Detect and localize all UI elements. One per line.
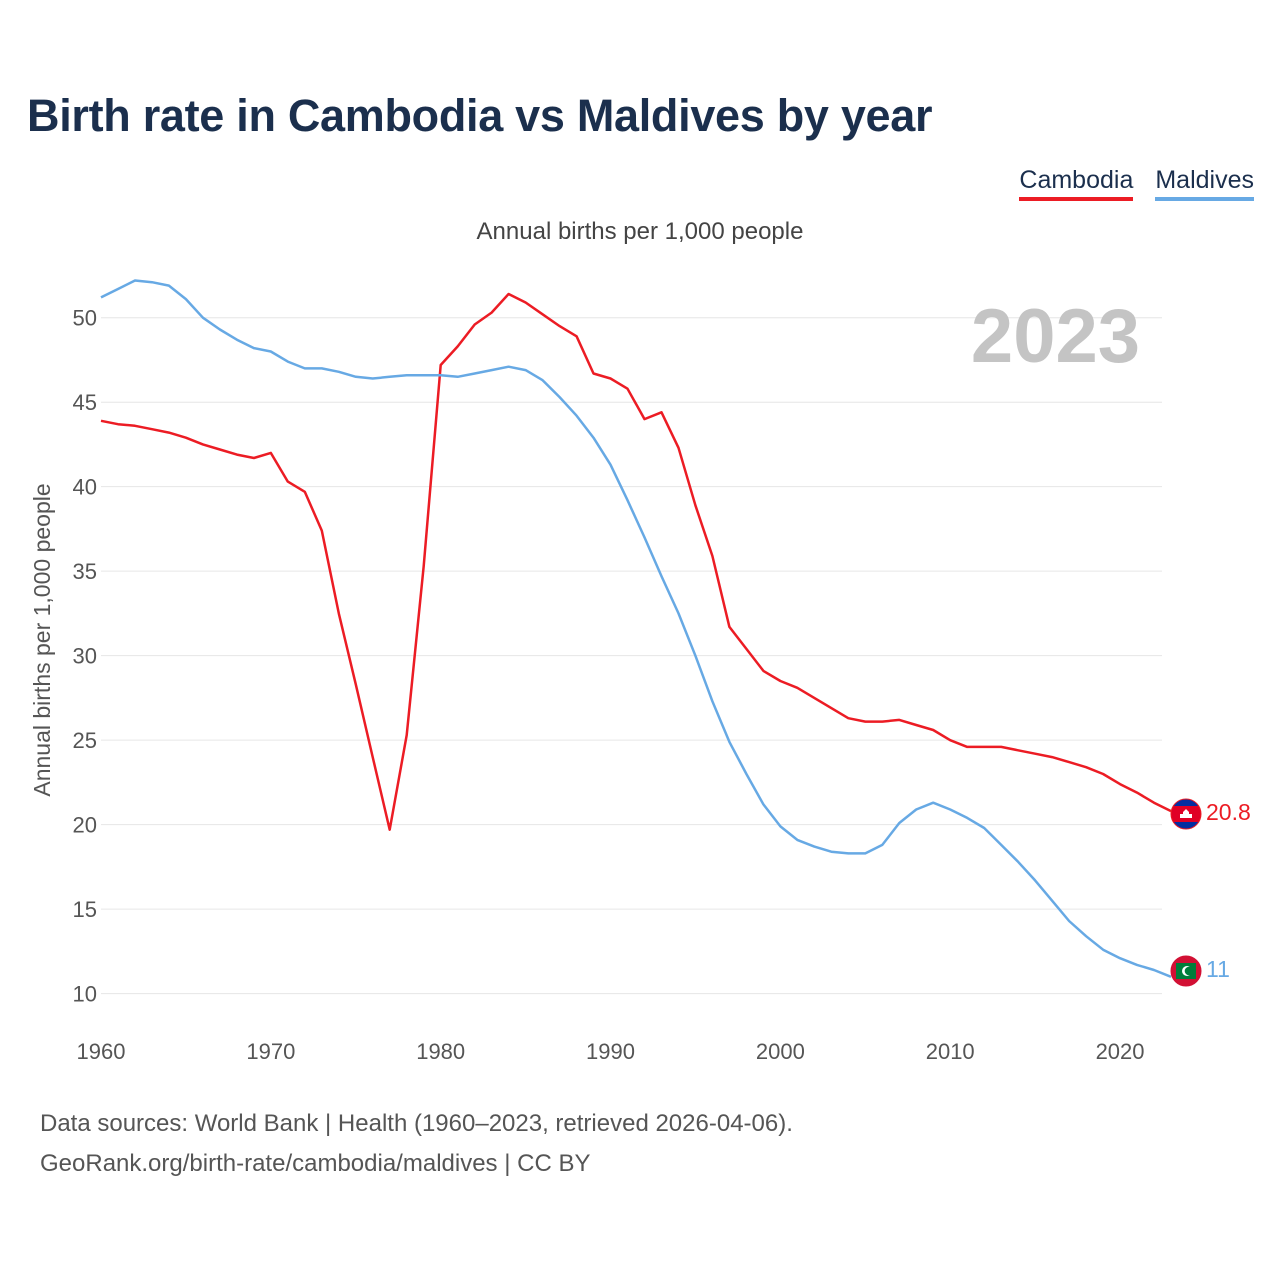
legend-item-maldives[interactable]: Maldives [1155,166,1254,201]
grid-lines [101,317,1162,995]
y-tick-label: 45 [73,390,97,415]
legend: Cambodia Maldives [1019,166,1254,201]
cambodia-end-label: 20.8 [1206,799,1251,825]
y-tick-label: 50 [73,306,97,331]
year-watermark: 2023 [971,294,1140,379]
y-tick-label: 35 [73,559,97,584]
y-tick-label: 15 [73,897,97,922]
chart-title: Birth rate in Cambodia vs Maldives by ye… [27,90,933,141]
x-tick-label: 1960 [77,1039,126,1064]
series-line-maldives[interactable] [100,279,1172,978]
y-tick-label: 40 [73,475,97,500]
chart-subtitle: Annual births per 1,000 people [476,218,804,245]
series-line-cambodia[interactable] [100,292,1172,831]
line-chart: 2023 10 15 20 25 30 35 40 45 50 1960 1970 1980 1990… [29,279,1251,1064]
x-tick-label: 2000 [756,1039,805,1064]
x-axis-ticks: 1960 1970 1980 1990 2000 2010 2020 [77,1039,1145,1064]
footer: Data sources: World Bank | Health (1960–… [40,1104,793,1184]
cambodia-flag-icon [1170,798,1202,830]
footer-sources: Data sources: World Bank | Health (1960–… [40,1110,793,1137]
y-axis-label: Annual births per 1,000 people [29,483,55,796]
x-tick-label: 1980 [416,1039,465,1064]
y-axis-ticks: 10 15 20 25 30 35 40 45 50 [73,306,97,1007]
x-tick-label: 2020 [1096,1039,1145,1064]
y-tick-label: 10 [73,982,97,1007]
maldives-flag-icon [1170,955,1202,987]
x-tick-label: 1990 [586,1039,635,1064]
x-tick-label: 1970 [246,1039,295,1064]
legend-item-cambodia[interactable]: Cambodia [1019,166,1134,201]
footer-attribution[interactable]: GeoRank.org/birth-rate/cambodia/maldives… [40,1150,591,1177]
maldives-end-label: 11 [1206,956,1230,982]
y-tick-label: 25 [73,728,97,753]
y-tick-label: 30 [73,644,97,669]
y-tick-label: 20 [73,813,97,838]
x-tick-label: 2010 [926,1039,975,1064]
series-lines [100,279,1172,978]
